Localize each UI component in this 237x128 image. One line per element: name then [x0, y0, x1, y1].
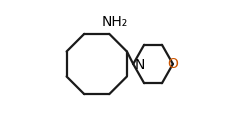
- Text: O: O: [167, 57, 178, 71]
- Text: NH₂: NH₂: [101, 15, 128, 29]
- Text: N: N: [134, 58, 145, 72]
